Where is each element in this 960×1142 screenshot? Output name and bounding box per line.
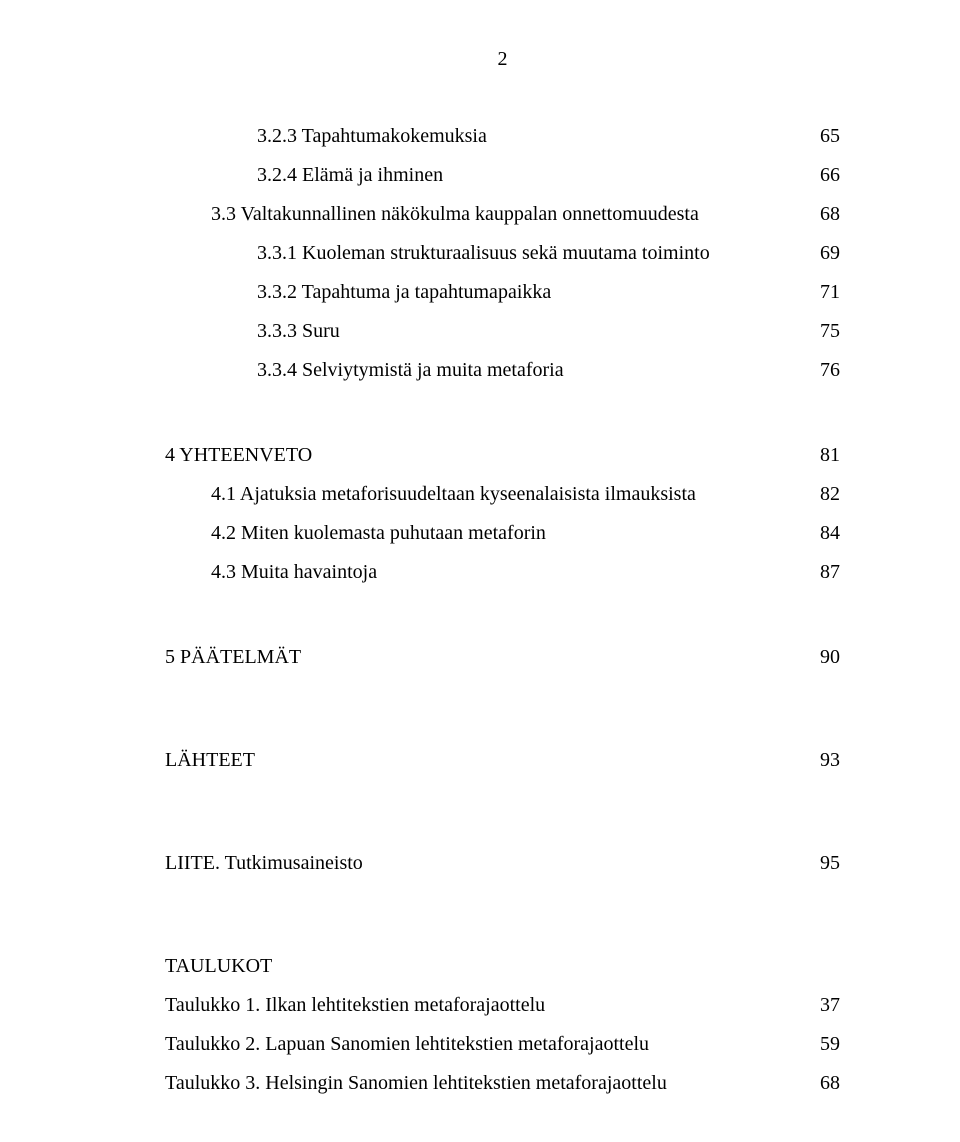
toc-page: 59 <box>800 1033 840 1056</box>
toc-heading-label: TAULUKOT <box>165 955 820 978</box>
toc-entry: 3.3.1 Kuoleman strukturaalisuus sekä muu… <box>165 242 840 265</box>
toc-page: 75 <box>800 320 840 343</box>
toc-page: 76 <box>800 359 840 382</box>
spacer <box>165 891 840 955</box>
toc-label: 3.3.3 Suru <box>257 320 800 343</box>
toc-page: 90 <box>800 646 840 669</box>
toc-entry: 3.2.4 Elämä ja ihminen 66 <box>165 164 840 187</box>
toc-label: 3.2.4 Elämä ja ihminen <box>257 164 800 187</box>
toc-entry: LÄHTEET 93 <box>165 749 840 772</box>
toc-label: 4.3 Muita havaintoja <box>211 561 800 584</box>
toc-label: 3.3.2 Tapahtuma ja tapahtumapaikka <box>257 281 800 304</box>
spacer <box>165 788 840 852</box>
toc-page: 81 <box>800 444 840 467</box>
toc-page: 66 <box>800 164 840 187</box>
toc-page: 69 <box>800 242 840 265</box>
toc-page: 93 <box>800 749 840 772</box>
page-number: 2 <box>165 48 840 71</box>
spacer <box>165 398 840 444</box>
toc-entry: 3.3.3 Suru 75 <box>165 320 840 343</box>
toc-label: 3.3 Valtakunnallinen näkökulma kauppalan… <box>211 203 800 226</box>
toc-label: Taulukko 1. Ilkan lehtitekstien metafora… <box>165 994 800 1017</box>
toc-entry: 3.2.3 Tapahtumakokemuksia 65 <box>165 125 840 148</box>
toc-page: 87 <box>800 561 840 584</box>
toc-entry: Taulukko 2. Lapuan Sanomien lehtitekstie… <box>165 1033 840 1056</box>
toc-page: 68 <box>800 203 840 226</box>
toc-heading: TAULUKOT <box>165 955 840 978</box>
toc-entry: 4.1 Ajatuksia metaforisuudeltaan kyseena… <box>165 483 840 506</box>
toc-label: LIITE. Tutkimusaineisto <box>165 852 800 875</box>
toc-label: Taulukko 3. Helsingin Sanomien lehtiteks… <box>165 1072 800 1095</box>
toc-page: 82 <box>800 483 840 506</box>
toc-label: 3.2.3 Tapahtumakokemuksia <box>257 125 800 148</box>
toc-entry: 4.3 Muita havaintoja 87 <box>165 561 840 584</box>
toc-page: 37 <box>800 994 840 1017</box>
toc-entry: 3.3.2 Tapahtuma ja tapahtumapaikka 71 <box>165 281 840 304</box>
toc-label: 4 YHTEENVETO <box>165 444 800 467</box>
toc-page: 68 <box>800 1072 840 1095</box>
toc-label: 3.3.4 Selviytymistä ja muita metaforia <box>257 359 800 382</box>
toc-label: LÄHTEET <box>165 749 800 772</box>
toc-entry: LIITE. Tutkimusaineisto 95 <box>165 852 840 875</box>
spacer <box>165 600 840 646</box>
toc-page: 71 <box>800 281 840 304</box>
document-page: 2 3.2.3 Tapahtumakokemuksia 65 3.2.4 Elä… <box>0 0 960 1142</box>
toc-entry: Taulukko 1. Ilkan lehtitekstien metafora… <box>165 994 840 1017</box>
toc-entry: 3.3.4 Selviytymistä ja muita metaforia 7… <box>165 359 840 382</box>
toc-label: 3.3.1 Kuoleman strukturaalisuus sekä muu… <box>257 242 800 265</box>
toc-entry: 3.3 Valtakunnallinen näkökulma kauppalan… <box>165 203 840 226</box>
toc-entry: Taulukko 3. Helsingin Sanomien lehtiteks… <box>165 1072 840 1095</box>
spacer <box>165 685 840 749</box>
toc-label: 5 PÄÄTELMÄT <box>165 646 800 669</box>
toc-label: 4.1 Ajatuksia metaforisuudeltaan kyseena… <box>211 483 800 506</box>
toc-entry: 4.2 Miten kuolemasta puhutaan metaforin … <box>165 522 840 545</box>
toc-label: Taulukko 2. Lapuan Sanomien lehtitekstie… <box>165 1033 800 1056</box>
toc-page: 84 <box>800 522 840 545</box>
toc-page: 65 <box>800 125 840 148</box>
toc-page: 95 <box>800 852 840 875</box>
toc-entry: 5 PÄÄTELMÄT 90 <box>165 646 840 669</box>
toc-entry: 4 YHTEENVETO 81 <box>165 444 840 467</box>
toc-label: 4.2 Miten kuolemasta puhutaan metaforin <box>211 522 800 545</box>
